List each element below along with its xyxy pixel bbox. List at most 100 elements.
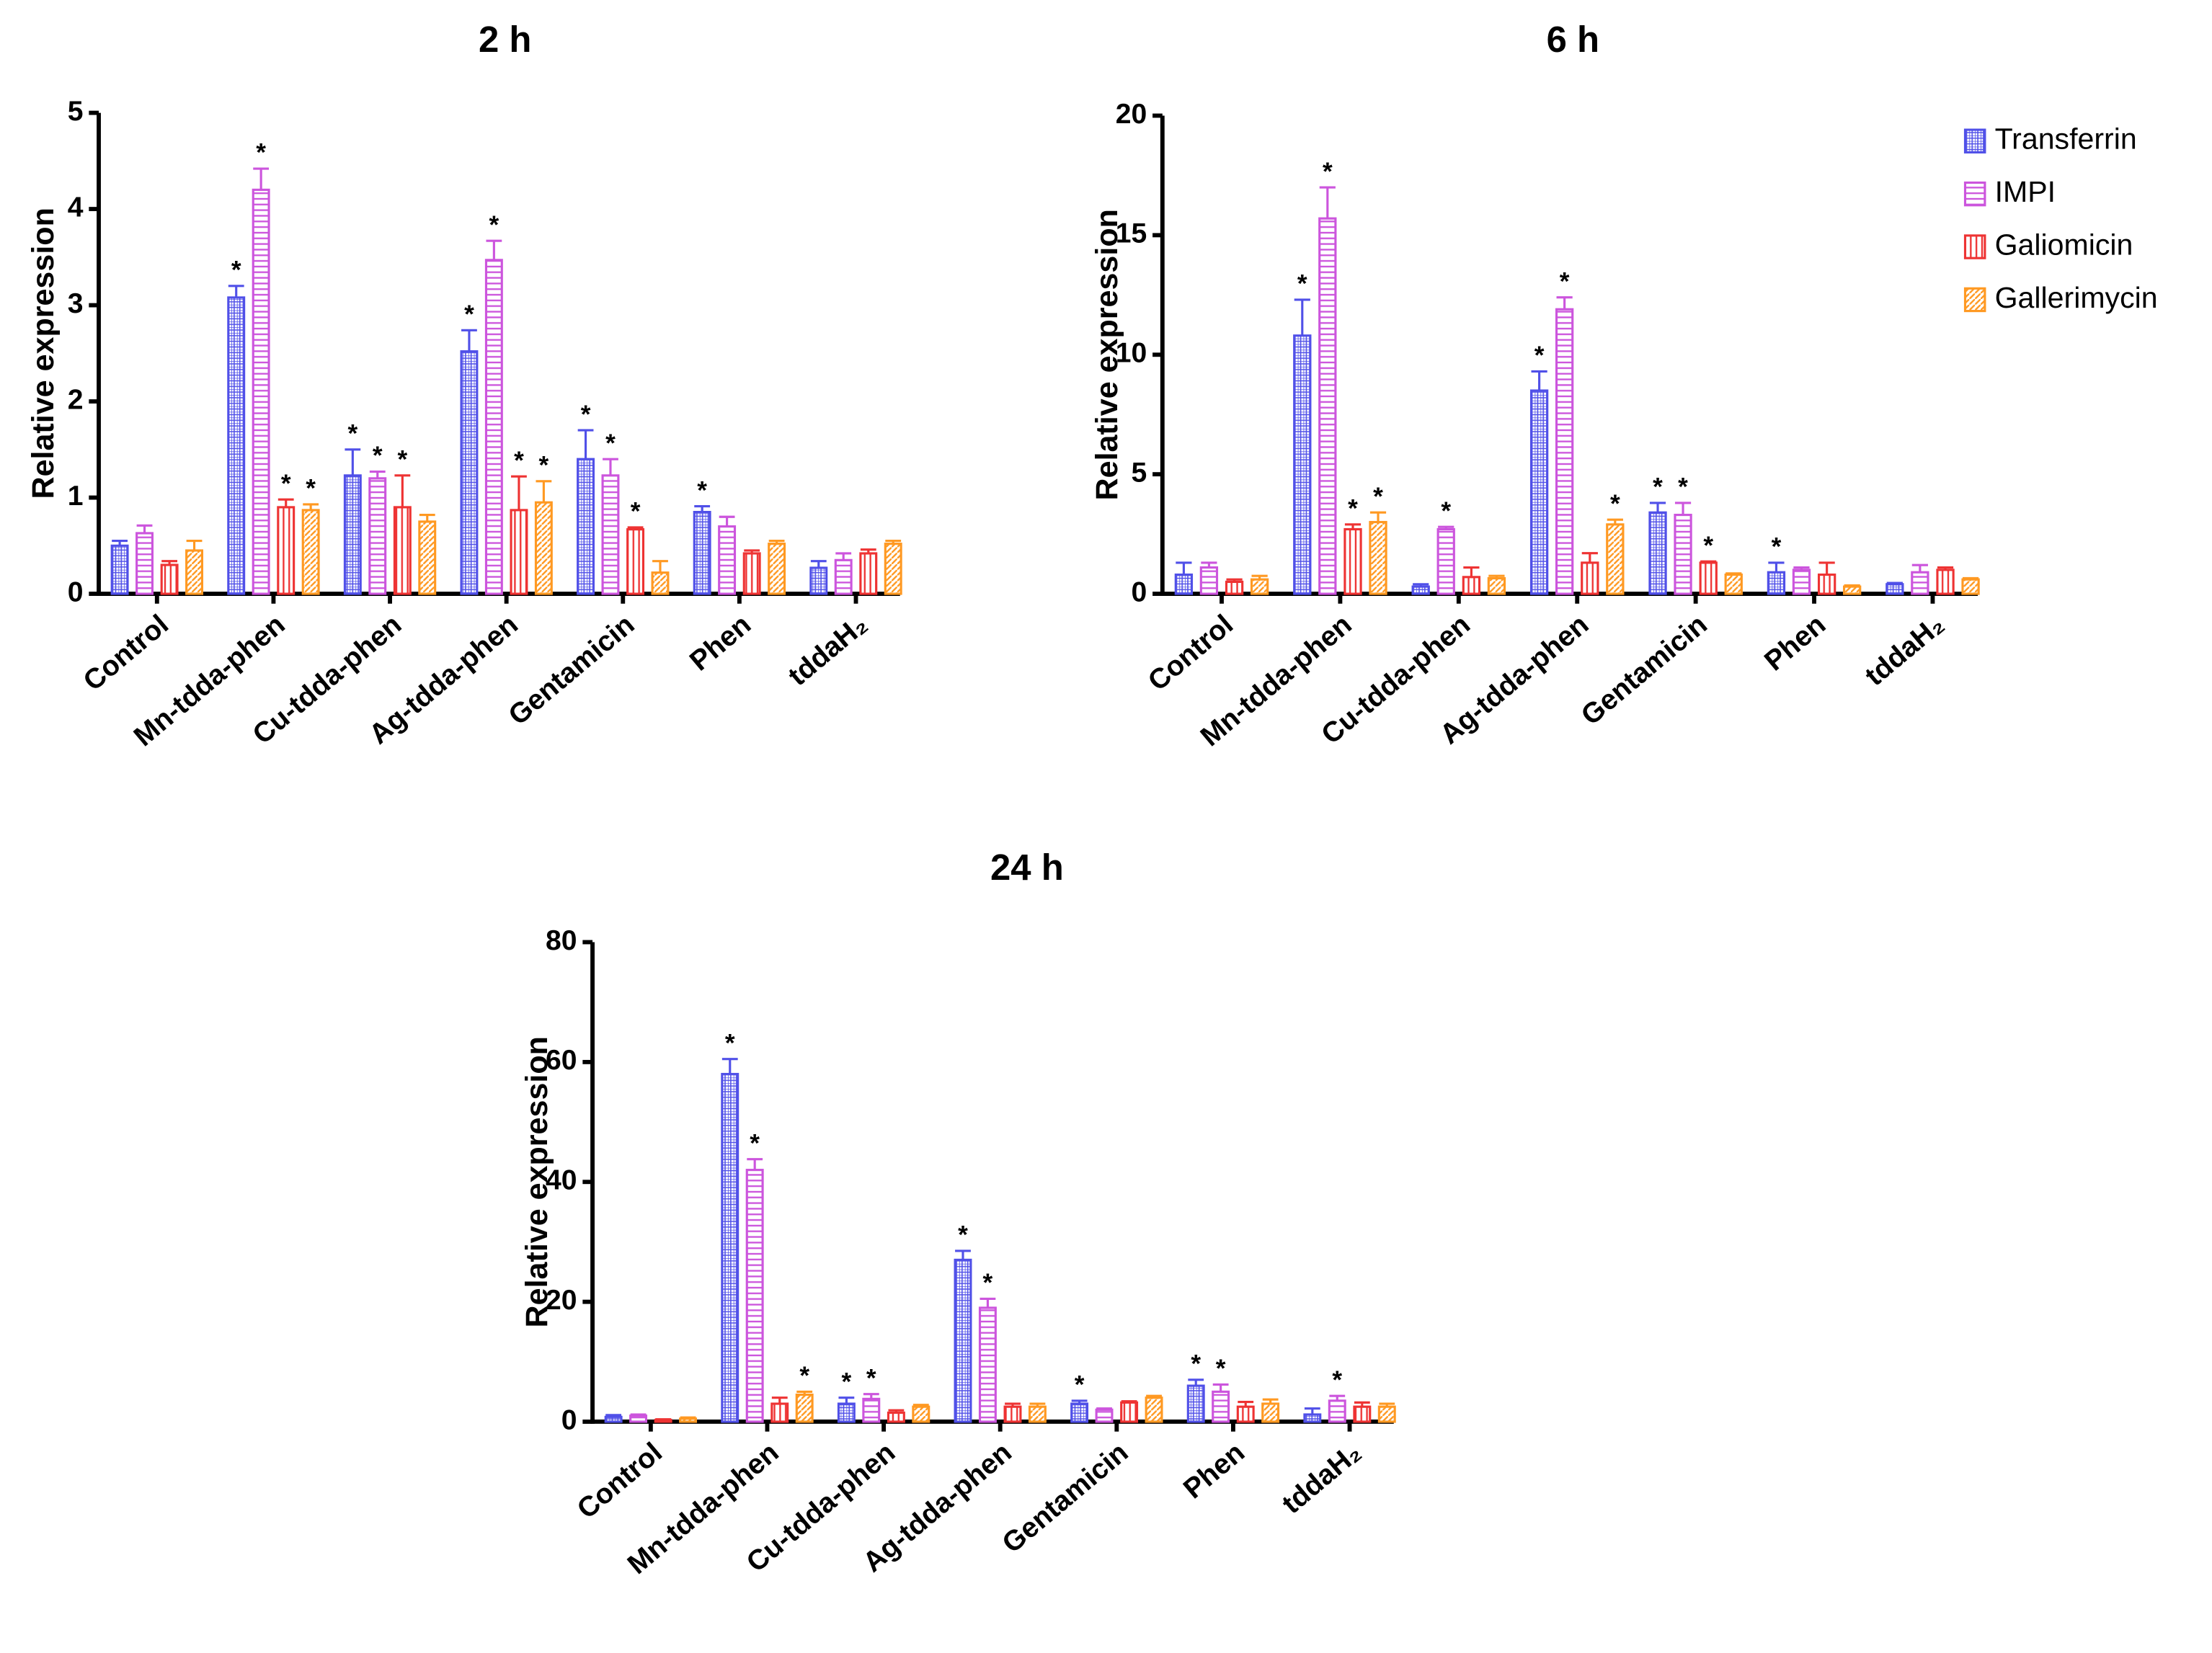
error-bar bbox=[1188, 1378, 1204, 1386]
bar bbox=[1581, 561, 1599, 595]
y-tick-label: 40 bbox=[546, 1165, 577, 1196]
error-bar bbox=[888, 1409, 905, 1413]
bar bbox=[1328, 1399, 1346, 1423]
y-tick-label: 4 bbox=[68, 192, 84, 223]
error-bar bbox=[1844, 584, 1860, 587]
bar bbox=[721, 1072, 739, 1423]
bar bbox=[1842, 585, 1862, 595]
bar bbox=[185, 549, 204, 595]
bar bbox=[1250, 578, 1269, 595]
bar bbox=[1261, 1402, 1280, 1423]
bar bbox=[1225, 580, 1244, 595]
bar bbox=[742, 552, 761, 595]
error-bar bbox=[1793, 566, 1810, 570]
bar bbox=[1095, 1408, 1114, 1423]
legend-swatch bbox=[1963, 128, 1986, 153]
error-bar bbox=[1581, 552, 1598, 563]
error-bar bbox=[112, 540, 128, 546]
error-bar bbox=[1886, 582, 1903, 584]
error-bar bbox=[1607, 518, 1623, 525]
bar bbox=[136, 532, 154, 595]
error-bar bbox=[461, 329, 477, 352]
legend-label: Gallerimycin bbox=[1995, 281, 2158, 314]
bar bbox=[110, 544, 129, 595]
bar bbox=[954, 1258, 972, 1423]
error-bar bbox=[1238, 1400, 1254, 1407]
significance-marker: * bbox=[1297, 270, 1307, 298]
error-bar bbox=[980, 1297, 996, 1308]
significance-marker: * bbox=[750, 1129, 760, 1157]
error-bar bbox=[419, 514, 435, 522]
error-bar bbox=[1413, 583, 1429, 587]
bar bbox=[1120, 1401, 1139, 1423]
error-bar bbox=[1212, 1383, 1229, 1392]
error-bar bbox=[228, 285, 244, 298]
bar bbox=[978, 1306, 997, 1423]
x-tick-label: Phen bbox=[1759, 609, 1831, 677]
error-bar bbox=[768, 540, 785, 544]
error-bar bbox=[603, 458, 618, 476]
x-tick-label: Control bbox=[1142, 609, 1239, 697]
error-bar bbox=[1226, 578, 1243, 582]
significance-marker: * bbox=[539, 452, 549, 480]
error-bar bbox=[1700, 560, 1717, 563]
bar bbox=[1070, 1402, 1089, 1423]
error-bar bbox=[1379, 1402, 1395, 1407]
significance-marker: * bbox=[1323, 158, 1333, 186]
error-bar bbox=[1369, 511, 1387, 522]
significance-marker: * bbox=[1075, 1371, 1085, 1399]
bar bbox=[460, 350, 479, 595]
bar bbox=[837, 1402, 856, 1423]
error-bar bbox=[1304, 1407, 1320, 1415]
bar bbox=[718, 525, 737, 595]
legend-swatch bbox=[1963, 287, 1986, 313]
significance-marker: * bbox=[958, 1221, 968, 1249]
y-tick-label: 20 bbox=[546, 1285, 577, 1316]
y-tick-label: 3 bbox=[68, 288, 84, 319]
bar bbox=[1936, 569, 1955, 595]
bar bbox=[1767, 571, 1786, 595]
error-bar bbox=[719, 515, 735, 527]
x-tick-label: Phen bbox=[1178, 1437, 1251, 1505]
significance-marker: * bbox=[1772, 533, 1782, 561]
bar bbox=[1674, 513, 1692, 595]
bar bbox=[393, 506, 412, 595]
y-tick-label: 0 bbox=[1131, 576, 1147, 607]
x-tick-label: Gentamicin bbox=[997, 1437, 1134, 1559]
error-bar bbox=[1725, 572, 1742, 575]
error-bar bbox=[303, 503, 319, 510]
bar bbox=[577, 458, 595, 595]
error-bar bbox=[1911, 563, 1928, 573]
bar bbox=[1411, 585, 1430, 595]
bar bbox=[1817, 573, 1836, 595]
y-tick-label: 0 bbox=[561, 1404, 577, 1435]
significance-marker: * bbox=[489, 211, 499, 239]
error-bar bbox=[1319, 186, 1336, 219]
error-bar bbox=[511, 475, 527, 510]
error-bar bbox=[1674, 502, 1692, 515]
error-bar bbox=[577, 429, 594, 460]
x-tick-label: Control bbox=[78, 609, 174, 697]
error-bar bbox=[1438, 525, 1454, 530]
error-bar bbox=[605, 1414, 622, 1417]
bar bbox=[1293, 334, 1312, 595]
y-tick-label: 5 bbox=[1131, 457, 1147, 488]
bar bbox=[1724, 573, 1743, 595]
significance-marker: * bbox=[842, 1368, 852, 1396]
error-bar bbox=[1176, 561, 1192, 575]
y-tick-label: 15 bbox=[1116, 218, 1147, 249]
bar bbox=[418, 520, 437, 595]
bar bbox=[301, 509, 320, 595]
error-bar bbox=[1262, 1398, 1279, 1404]
error-bar bbox=[536, 480, 552, 503]
bar bbox=[1606, 523, 1625, 595]
error-bar bbox=[838, 1396, 855, 1404]
error-bar bbox=[1096, 1407, 1112, 1410]
error-bar bbox=[1649, 502, 1666, 513]
bar bbox=[626, 528, 645, 595]
bar bbox=[277, 506, 296, 595]
bar bbox=[227, 296, 246, 595]
y-tick-label: 10 bbox=[1116, 338, 1147, 369]
bar bbox=[1961, 578, 1980, 595]
bar bbox=[160, 563, 179, 595]
